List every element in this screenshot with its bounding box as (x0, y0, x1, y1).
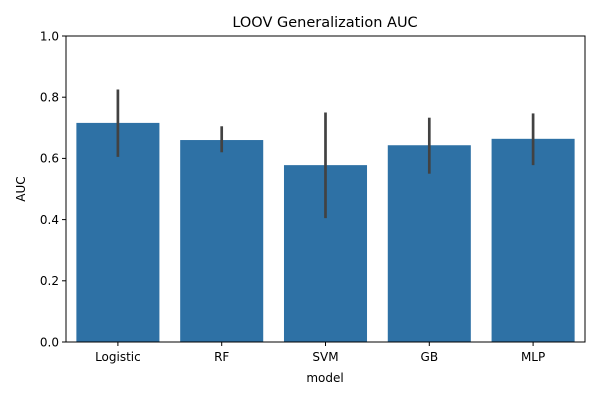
y-tick-label: 1.0 (40, 29, 59, 43)
bar-logistic (76, 122, 160, 343)
y-tick-label: 0.0 (40, 335, 59, 349)
bar-gb (387, 145, 471, 342)
bar-mlp (491, 138, 575, 342)
x-tick-label-rf: RF (214, 350, 229, 364)
x-axis-label: model (306, 371, 343, 385)
chart-title: LOOV Generalization AUC (232, 15, 417, 31)
x-tick-label-svm: SVM (312, 350, 338, 364)
x-tick-label-gb: GB (421, 350, 439, 364)
y-tick-label: 0.8 (40, 91, 59, 105)
y-tick-label: 0.6 (40, 152, 59, 166)
x-tick-label-mlp: MLP (521, 350, 545, 364)
x-tick-label-logistic: Logistic (95, 350, 141, 364)
bar-rf (180, 140, 264, 342)
y-tick-label: 0.4 (40, 213, 59, 227)
y-axis-label: AUC (14, 176, 28, 201)
plot-area: 0.0 0.2 0.4 0.6 0.8 1.0 Logistic RF SVM GB MLP (40, 29, 586, 364)
y-tick-label: 0.2 (40, 274, 59, 288)
